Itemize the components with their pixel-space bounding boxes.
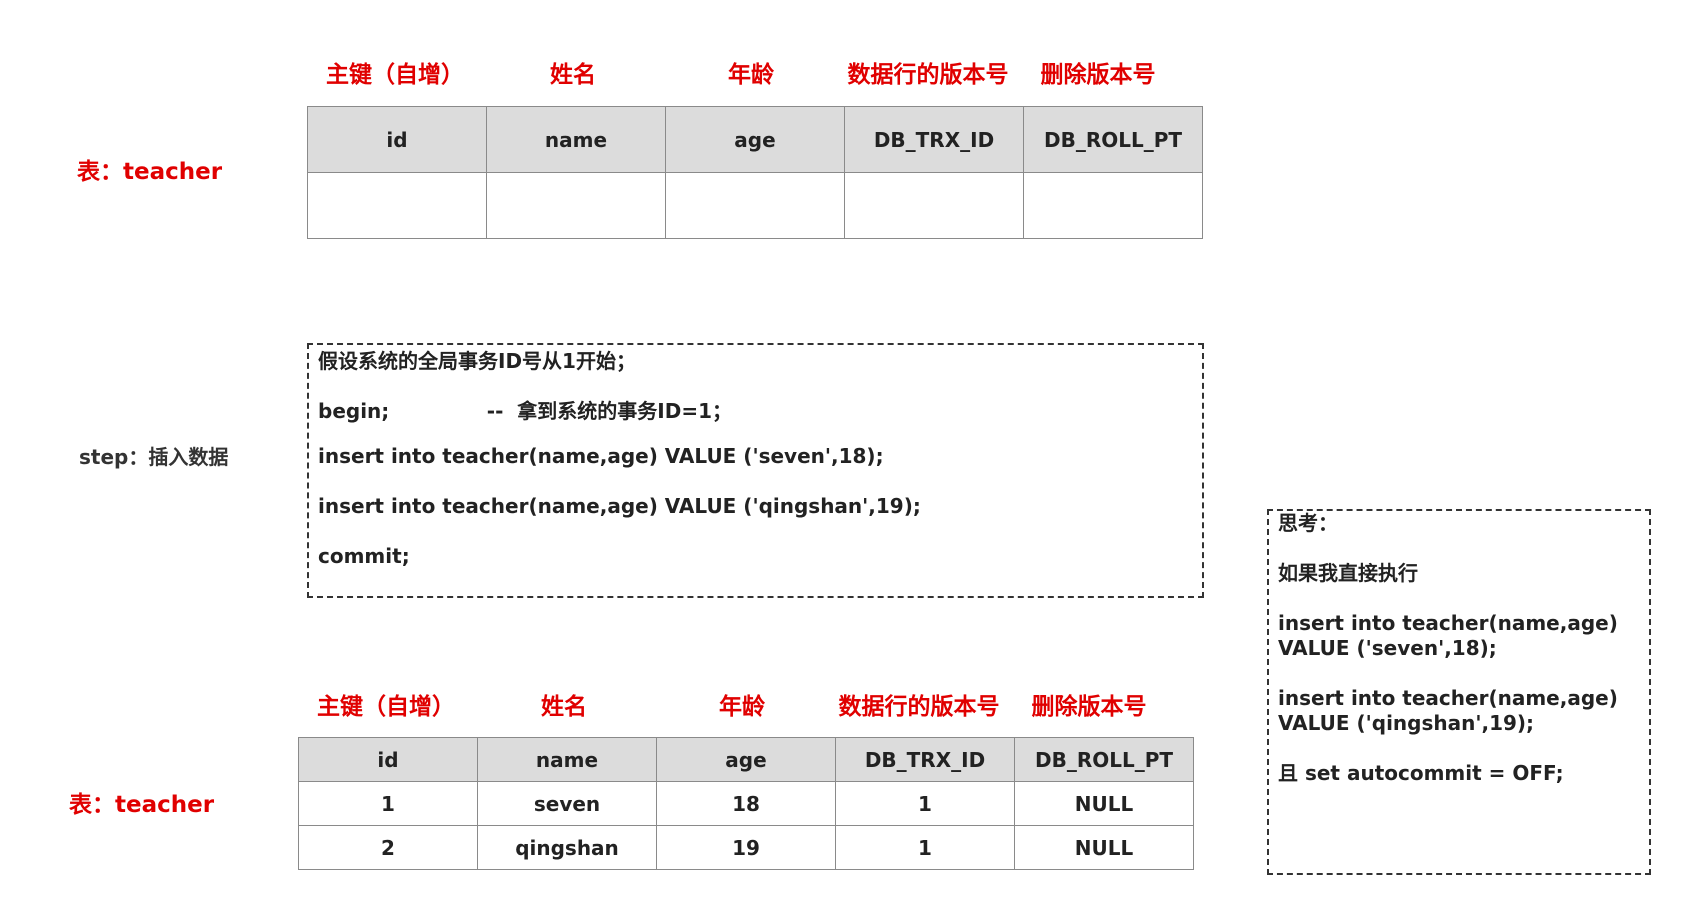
table-row: 1 seven 18 1 NULL bbox=[298, 781, 1194, 826]
column-header-db-trx-id: DB_TRX_ID bbox=[844, 106, 1024, 173]
table-row bbox=[307, 172, 1203, 239]
table-cell: NULL bbox=[1014, 781, 1194, 826]
top-teacher-table: id name age DB_TRX_ID DB_ROLL_PT bbox=[307, 106, 1203, 239]
header-primary-key: 主键（自增） bbox=[317, 694, 455, 720]
table-cell bbox=[1023, 172, 1203, 239]
think-line: insert into teacher(name,age) bbox=[1278, 611, 1618, 635]
header-trx-id: 数据行的版本号 bbox=[847, 62, 1009, 88]
table-cell: 1 bbox=[298, 781, 478, 826]
header-roll-pt: 删除版本号 bbox=[1040, 62, 1156, 88]
table-cell bbox=[665, 172, 845, 239]
column-header-id: id bbox=[298, 737, 478, 782]
header-primary-key: 主键（自增） bbox=[326, 62, 464, 88]
table-cell: seven bbox=[477, 781, 657, 826]
table-row: 2 qingshan 19 1 NULL bbox=[298, 825, 1194, 870]
bottom-header-labels: 主键（自增） 姓名 年龄 数据行的版本号 删除版本号 bbox=[299, 687, 1199, 727]
table-cell: 18 bbox=[656, 781, 836, 826]
think-line: insert into teacher(name,age) bbox=[1278, 686, 1618, 710]
top-table-label: 表：teacher bbox=[77, 159, 223, 185]
bottom-table-label: 表：teacher bbox=[69, 792, 215, 818]
table-cell: qingshan bbox=[477, 825, 657, 870]
table-cell: NULL bbox=[1014, 825, 1194, 870]
code-line: insert into teacher(name,age) VALUE ('qi… bbox=[318, 494, 921, 518]
bottom-teacher-table: id name age DB_TRX_ID DB_ROLL_PT 1 seven… bbox=[298, 737, 1194, 870]
header-roll-pt: 删除版本号 bbox=[1031, 694, 1147, 720]
column-header-db-roll-pt: DB_ROLL_PT bbox=[1023, 106, 1203, 173]
column-header-name: name bbox=[486, 106, 666, 173]
think-line: VALUE ('qingshan',19); bbox=[1278, 711, 1535, 735]
table-cell: 2 bbox=[298, 825, 478, 870]
table-cell bbox=[844, 172, 1024, 239]
table-cell: 19 bbox=[656, 825, 836, 870]
column-header-db-roll-pt: DB_ROLL_PT bbox=[1014, 737, 1194, 782]
column-header-age: age bbox=[665, 106, 845, 173]
step-code-box: 假设系统的全局事务ID号从1开始； begin; -- 拿到系统的事务ID=1；… bbox=[307, 343, 1204, 598]
column-header-db-trx-id: DB_TRX_ID bbox=[835, 737, 1015, 782]
think-line: 且 set autocommit = OFF; bbox=[1278, 761, 1564, 785]
header-name: 姓名 bbox=[550, 62, 596, 88]
column-header-id: id bbox=[307, 106, 487, 173]
code-line: commit; bbox=[318, 544, 410, 568]
header-trx-id: 数据行的版本号 bbox=[838, 694, 1000, 720]
header-age: 年龄 bbox=[728, 62, 774, 88]
top-header-labels: 主键（自增） 姓名 年龄 数据行的版本号 删除版本号 bbox=[308, 55, 1208, 95]
table-cell bbox=[486, 172, 666, 239]
header-age: 年龄 bbox=[719, 694, 765, 720]
table-cell: 1 bbox=[835, 825, 1015, 870]
code-line: 假设系统的全局事务ID号从1开始； bbox=[318, 349, 636, 373]
code-line: begin; -- 拿到系统的事务ID=1； bbox=[318, 399, 733, 423]
code-line: insert into teacher(name,age) VALUE ('se… bbox=[318, 444, 884, 468]
header-name: 姓名 bbox=[541, 694, 587, 720]
column-header-name: name bbox=[477, 737, 657, 782]
column-header-age: age bbox=[656, 737, 836, 782]
table-cell bbox=[307, 172, 487, 239]
think-box: 思考： 如果我直接执行 insert into teacher(name,age… bbox=[1267, 509, 1651, 875]
think-line: VALUE ('seven',18); bbox=[1278, 636, 1497, 660]
think-title: 思考： bbox=[1278, 511, 1338, 535]
think-line: 如果我直接执行 bbox=[1278, 561, 1418, 585]
table-cell: 1 bbox=[835, 781, 1015, 826]
step-label: step：插入数据 bbox=[79, 445, 229, 469]
